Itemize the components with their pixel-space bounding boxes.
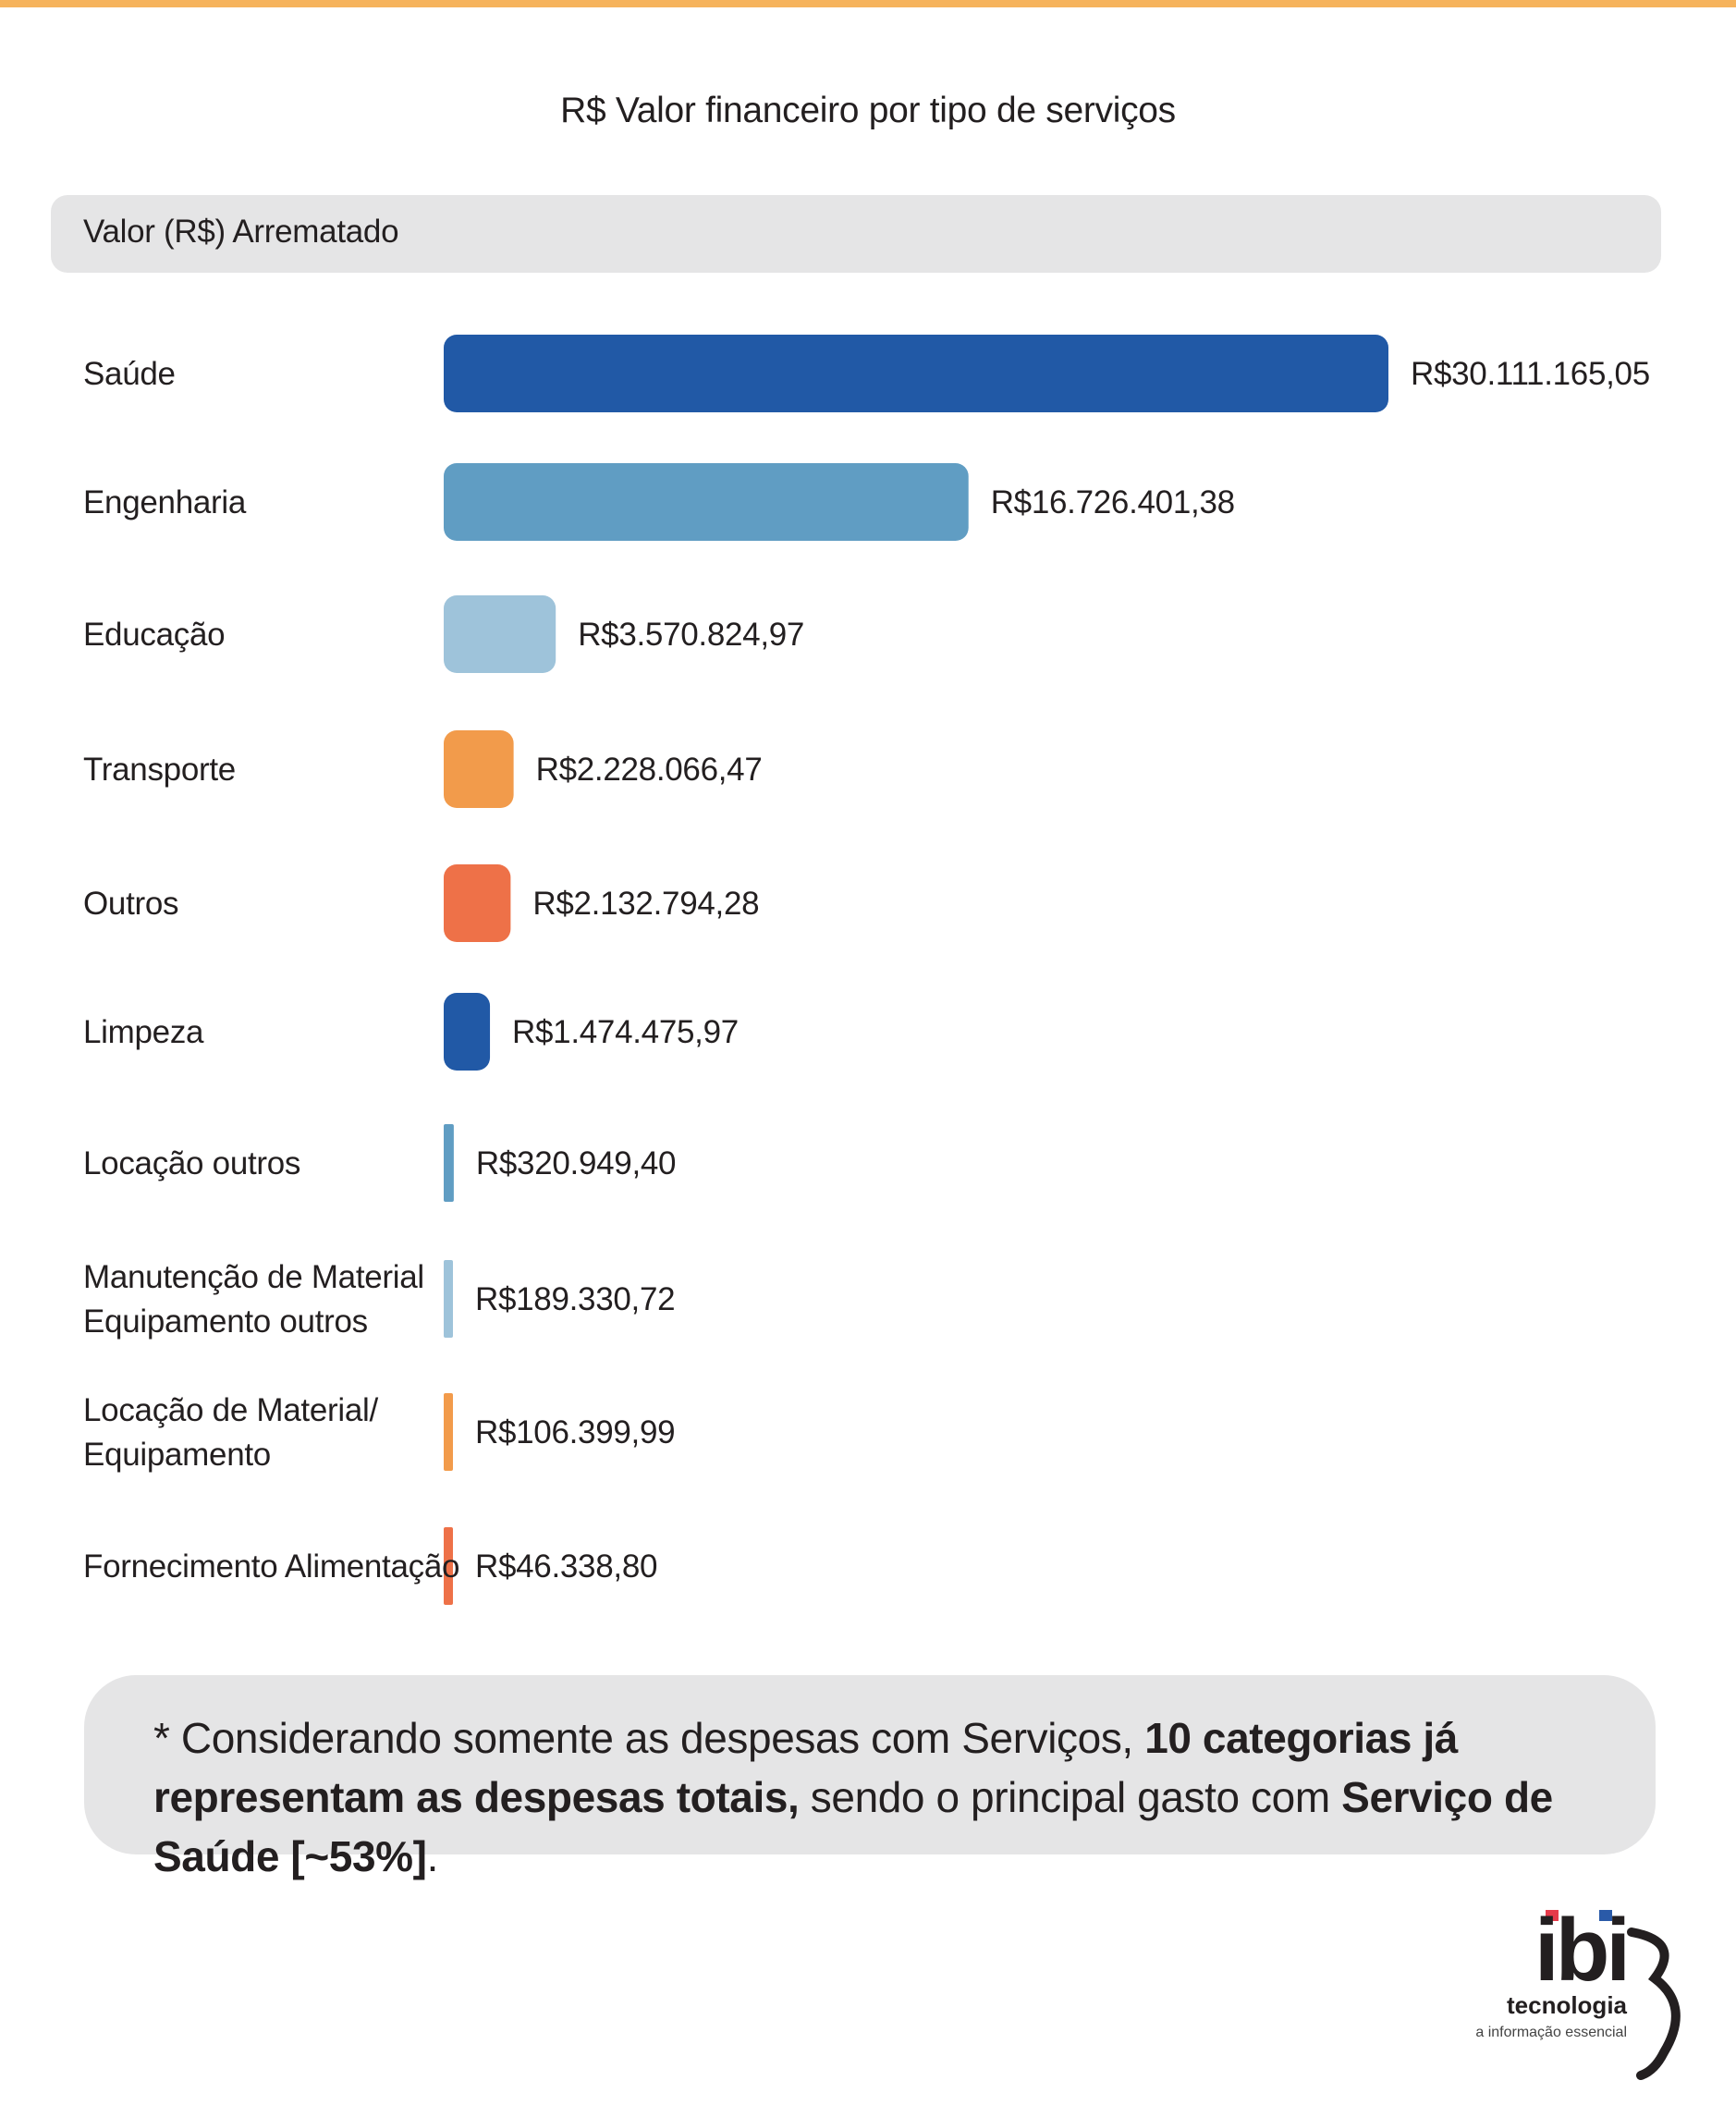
summary-note-text: * Considerando somente as despesas com S… <box>153 1708 1623 1886</box>
bar-chart: Saúde R$30.111.165,05 Engenharia R$16.726.4… <box>83 335 1650 1605</box>
value-label: R$30.111.165,05 <box>1411 356 1650 392</box>
note-middle: sendo o principal gasto com <box>799 1773 1342 1821</box>
bar <box>444 730 514 808</box>
bar <box>444 1260 453 1338</box>
logo-dot-blue <box>1599 1910 1612 1921</box>
chart-title: R$ Valor financeiro por tipo de serviços <box>560 91 1176 130</box>
value-label: R$16.726.401,38 <box>991 484 1235 520</box>
category-label: Saúde <box>83 356 176 392</box>
logo-tagline-1: tecnologia <box>1506 1991 1627 2019</box>
category-label: Locação outros <box>83 1145 300 1181</box>
bar <box>444 595 556 673</box>
category-label: Educação <box>83 617 225 653</box>
value-label: R$106.399,99 <box>475 1414 675 1450</box>
logo-tagline-2: a informação essencial <box>1475 2025 1627 2040</box>
value-label: R$2.132.794,28 <box>532 886 759 922</box>
bar <box>444 1527 453 1605</box>
value-label: R$189.330,72 <box>475 1281 675 1317</box>
value-label: R$3.570.824,97 <box>578 617 804 653</box>
logo-graphic <box>1546 1910 1681 2080</box>
logo-name: ibi <box>1534 1901 1631 2000</box>
category-label: Outros <box>83 886 178 922</box>
note-bold-health: Serviço de Saúde [~53%] <box>153 1773 1553 1880</box>
logo-swoosh <box>1627 1928 1681 2080</box>
bar <box>444 463 969 541</box>
bar <box>444 1393 453 1471</box>
summary-note: * Considerando somente as despesas com S… <box>84 1675 1656 1880</box>
top-accent-rule <box>0 0 1736 7</box>
company-logo: ibi tecnologia a informação essencial <box>1442 1904 1701 2080</box>
category-label: Limpeza <box>83 1014 204 1050</box>
bar <box>444 1124 454 1202</box>
note-prefix: * Considerando somente as despesas com S… <box>153 1714 1145 1762</box>
category-label: Transporte <box>83 752 236 788</box>
note-bold-categories: 10 categorias já representam as despesas… <box>153 1714 1458 1821</box>
category-label: Locação de Material/Equipamento <box>83 1392 378 1473</box>
value-label: R$2.228.066,47 <box>536 752 763 788</box>
note-suffix: . <box>426 1832 439 1880</box>
category-label: Engenharia <box>83 484 247 520</box>
value-label: R$320.949,40 <box>476 1145 676 1181</box>
series-header: Valor (R$) Arrematado <box>51 195 1661 273</box>
category-label-line: Equipamento outros <box>83 1303 368 1340</box>
series-header-label: Valor (R$) Arrematado <box>83 214 399 250</box>
value-label: R$1.474.475,97 <box>512 1014 739 1050</box>
category-label-line: Manutenção de Material <box>83 1259 424 1295</box>
category-label: Fornecimento Alimentação <box>83 1548 459 1585</box>
bar <box>444 335 1388 412</box>
category-label: Manutenção de Material Equipamento outros <box>83 1259 424 1340</box>
bar <box>444 864 511 942</box>
bar <box>444 993 491 1071</box>
category-label-line: Equipamento <box>83 1437 271 1473</box>
category-label-line: Locação de Material/ <box>83 1392 378 1428</box>
value-label: R$46.338,80 <box>475 1548 657 1585</box>
logo-dot-red <box>1546 1910 1559 1921</box>
